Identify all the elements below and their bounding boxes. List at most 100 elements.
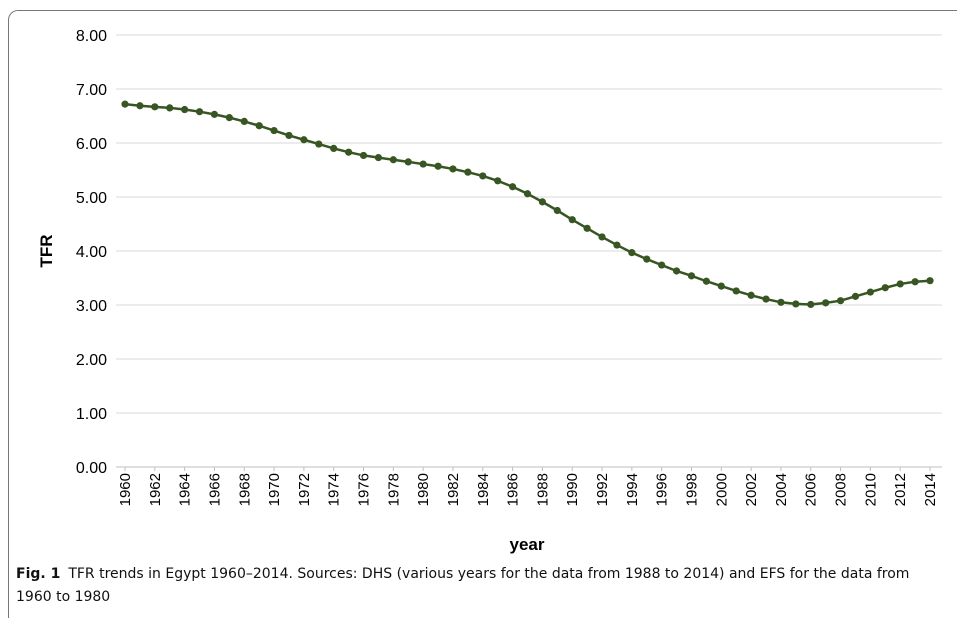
x-tick-label: 1994: [624, 473, 641, 506]
x-tick-label: 1976: [356, 473, 373, 506]
data-point: [687, 272, 696, 280]
data-point: [508, 183, 517, 191]
x-tick-label: 1960: [117, 473, 134, 506]
data-point: [330, 144, 338, 152]
data-point: [136, 102, 144, 110]
data-point: [926, 277, 934, 285]
figure-label: Fig. 1: [16, 566, 61, 582]
data-point: [240, 117, 248, 125]
data-point: [270, 126, 278, 135]
x-tick-label: 1992: [594, 473, 611, 506]
data-point: [568, 216, 576, 224]
y-tick-label: 5.00: [76, 190, 107, 207]
x-tick-label: 1996: [654, 473, 671, 506]
x-tick-label: 1968: [236, 473, 253, 506]
x-tick-label: 1998: [683, 473, 700, 506]
data-point: [121, 100, 129, 108]
data-point: [896, 280, 904, 288]
data-point: [553, 206, 561, 215]
x-tick-label: 1980: [415, 473, 432, 506]
data-point: [151, 103, 159, 111]
data-point: [315, 140, 323, 148]
data-point: [747, 291, 755, 299]
x-axis-label: year: [510, 535, 545, 554]
y-tick-label: 8.00: [76, 28, 107, 45]
data-point: [538, 198, 547, 206]
data-point: [285, 131, 293, 140]
y-tick-label: 7.00: [76, 82, 107, 99]
x-tick-label: 1974: [326, 473, 343, 506]
data-point: [777, 298, 785, 306]
x-tick-label: 1978: [385, 473, 402, 506]
y-tick-label: 1.00: [76, 406, 107, 423]
data-point: [449, 165, 457, 173]
data-point: [583, 224, 591, 232]
y-tick-label: 4.00: [76, 244, 107, 261]
data-point: [523, 190, 532, 198]
gridlines: [116, 34, 942, 468]
figure-frame: [8, 10, 957, 618]
x-tick-label: 1988: [534, 473, 551, 506]
x-tick-label: 1986: [505, 473, 522, 506]
data-point: [598, 233, 606, 241]
x-tick-label: 2012: [892, 473, 909, 506]
x-tick-label: 1966: [206, 473, 223, 506]
figure-caption: Fig. 1 TFR trends in Egypt 1960–2014. Sou…: [16, 563, 946, 609]
data-point: [762, 295, 770, 303]
data-point: [494, 177, 502, 185]
data-point: [404, 158, 412, 166]
data-point: [195, 108, 204, 116]
data-point: [389, 156, 397, 164]
data-point: [702, 277, 710, 285]
data-point: [911, 278, 919, 286]
data-point: [464, 168, 472, 176]
data-point: [822, 299, 830, 307]
data-point: [210, 110, 219, 118]
y-tick-label: 6.00: [76, 136, 107, 153]
data-point: [672, 267, 681, 275]
data-point: [658, 261, 666, 269]
x-tick-label: 1962: [147, 473, 164, 506]
x-tick-labels: 1960 1962 1964 1966 1968 1970 1972 1974 1976 1978…: [117, 467, 939, 506]
x-tick-label: 1970: [266, 473, 283, 506]
data-point: [792, 300, 800, 308]
data-point: [419, 160, 427, 168]
data-point: [836, 297, 845, 305]
data-point: [881, 284, 889, 292]
data-point: [628, 249, 636, 257]
x-tick-label: 1972: [296, 473, 313, 506]
y-tick-label: 0.00: [76, 460, 107, 477]
data-point: [359, 151, 368, 160]
x-tick-label: 2000: [713, 473, 730, 506]
x-tick-label: 2010: [862, 473, 879, 506]
x-tick-label: 2014: [922, 473, 939, 506]
x-tick-label: 2006: [803, 473, 820, 506]
data-point: [434, 162, 442, 170]
tfr-line-chart: 0.00 1.00 2.00 3.00 4.00 5.00 6.00 7.00 8.00 196…: [37, 28, 942, 554]
x-tick-label: 2004: [773, 473, 790, 506]
data-point: [807, 300, 815, 309]
x-tick-label: 1984: [475, 473, 492, 506]
data-points: [121, 100, 934, 309]
data-point: [613, 241, 621, 249]
x-tick-label: 2002: [743, 473, 760, 506]
data-point: [643, 255, 651, 263]
y-tick-label: 3.00: [76, 298, 107, 315]
data-point: [225, 114, 233, 122]
x-tick-label: 1982: [445, 473, 462, 506]
data-point: [717, 282, 725, 290]
x-tick-label: 2008: [833, 473, 850, 506]
y-axis-label: TFR: [37, 234, 56, 267]
y-tick-label: 2.00: [76, 352, 107, 369]
data-point: [374, 153, 383, 162]
data-point: [345, 148, 353, 156]
x-tick-label: 1990: [564, 473, 581, 506]
data-point: [166, 104, 174, 112]
data-point: [300, 136, 308, 144]
y-tick-labels: 0.00 1.00 2.00 3.00 4.00 5.00 6.00 7.00 8.00: [76, 28, 107, 477]
caption-text: TFR trends in Egypt 1960–2014. Sources: …: [16, 566, 910, 605]
tfr-series-line: [124, 102, 931, 306]
data-point: [181, 105, 189, 114]
data-point: [851, 292, 860, 300]
data-point: [255, 122, 263, 130]
